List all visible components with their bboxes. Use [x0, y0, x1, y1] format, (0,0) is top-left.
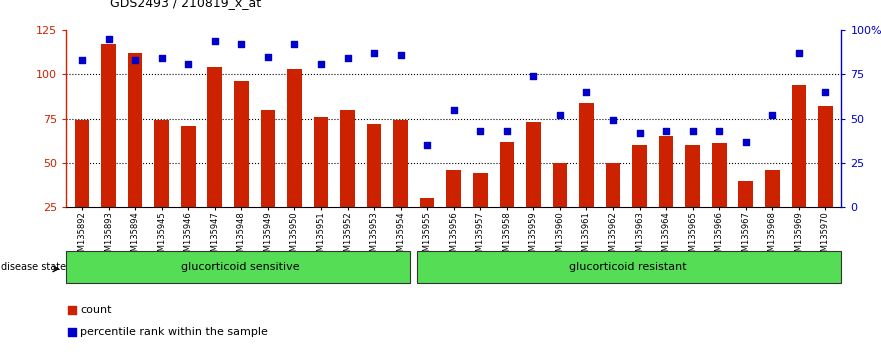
Bar [526, 122, 541, 207]
Point [580, 89, 594, 95]
Point [340, 56, 354, 61]
Bar [633, 145, 647, 207]
Point [75, 57, 89, 63]
Point [473, 128, 487, 134]
Bar [154, 120, 169, 207]
Point [792, 50, 806, 56]
Bar [765, 170, 780, 207]
Point [712, 128, 726, 134]
Bar [418, 251, 841, 283]
Bar [447, 170, 461, 207]
Text: percentile rank within the sample: percentile rank within the sample [80, 327, 268, 337]
Point [314, 61, 328, 67]
Point [208, 38, 222, 44]
Point [526, 73, 540, 79]
Bar [712, 143, 727, 207]
Bar [579, 103, 594, 207]
Bar [606, 163, 620, 207]
Bar [181, 126, 196, 207]
Point [553, 112, 567, 118]
Bar [101, 44, 116, 207]
Bar [234, 81, 248, 207]
Bar [500, 142, 515, 207]
Bar [659, 136, 673, 207]
Bar [66, 251, 410, 283]
Text: disease state: disease state [1, 262, 66, 272]
Point [261, 54, 275, 59]
Point [65, 329, 79, 335]
Point [101, 36, 115, 42]
Point [685, 128, 700, 134]
Point [65, 307, 79, 313]
Point [128, 57, 142, 63]
Bar [366, 124, 381, 207]
Point [420, 142, 434, 148]
Point [234, 41, 248, 47]
Point [818, 89, 833, 95]
Text: GDS2493 / 210819_x_at: GDS2493 / 210819_x_at [110, 0, 262, 9]
Point [287, 41, 301, 47]
Text: glucorticoid sensitive: glucorticoid sensitive [181, 262, 300, 272]
Bar [287, 69, 301, 207]
Bar [685, 145, 700, 207]
Point [394, 52, 408, 58]
Bar [552, 163, 567, 207]
Bar [791, 85, 806, 207]
Bar [393, 120, 408, 207]
Point [606, 118, 620, 123]
Point [766, 112, 780, 118]
Point [659, 128, 673, 134]
Bar [340, 110, 355, 207]
Text: count: count [80, 305, 112, 315]
Bar [420, 198, 434, 207]
Point [739, 139, 753, 144]
Point [367, 50, 381, 56]
Bar [261, 110, 275, 207]
Point [633, 130, 647, 136]
Bar [128, 53, 143, 207]
Bar [314, 117, 329, 207]
Bar [473, 173, 487, 207]
Point [500, 128, 514, 134]
Text: glucorticoid resistant: glucorticoid resistant [568, 262, 686, 272]
Bar [738, 181, 753, 207]
Point [154, 56, 168, 61]
Point [181, 61, 196, 67]
Bar [75, 120, 89, 207]
Point [447, 107, 461, 113]
Bar [207, 67, 222, 207]
Bar [818, 106, 833, 207]
